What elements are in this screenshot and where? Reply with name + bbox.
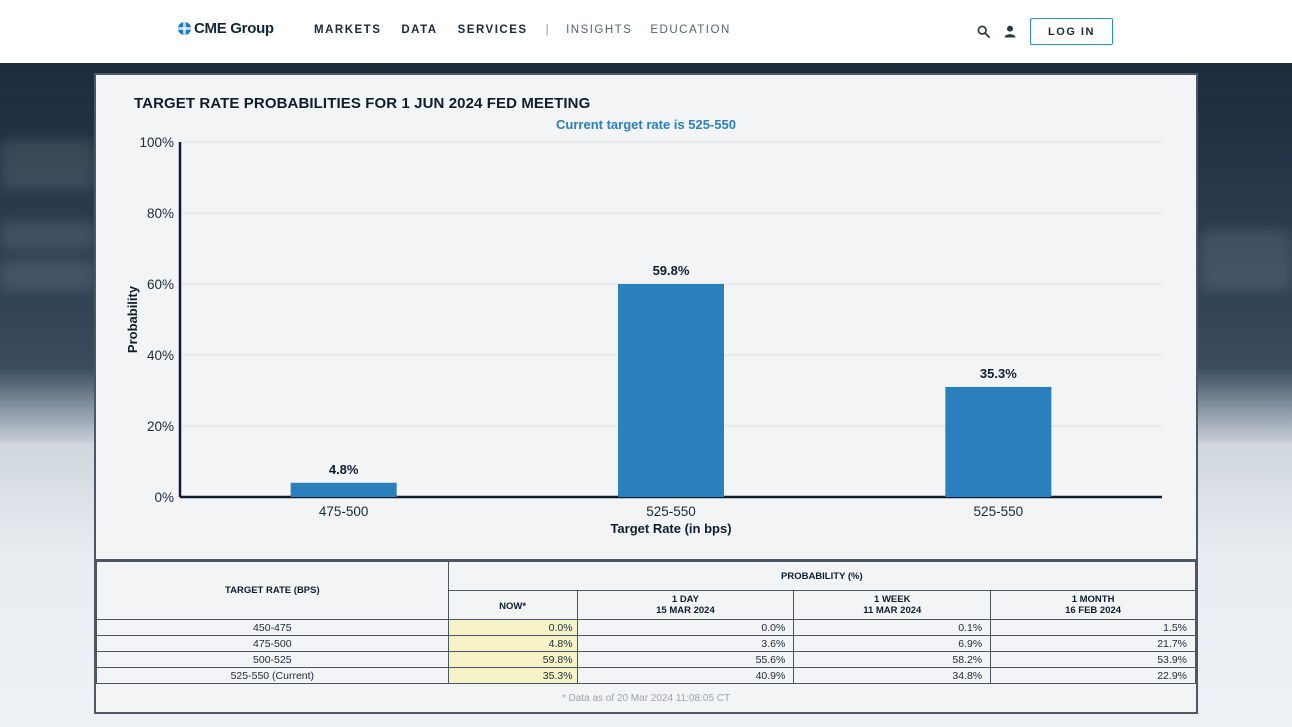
- y-tick-label: 0%: [154, 490, 174, 505]
- user-icon[interactable]: [1004, 25, 1016, 38]
- login-button[interactable]: LOG IN: [1030, 18, 1113, 45]
- day-cell: 40.9%: [576, 667, 795, 684]
- background-blur-shape: [0, 140, 95, 190]
- globe-icon: [178, 22, 191, 35]
- day-cell: 0.0%: [576, 619, 795, 636]
- background-blur-shape: [0, 260, 95, 290]
- rate-cell: 500-525: [96, 651, 449, 668]
- x-tick-label: 525-550: [646, 504, 696, 519]
- month-cell: 21.7%: [990, 635, 1196, 652]
- table-row: 450-475 0.0% 0.0% 0.1% 1.5%: [96, 619, 1196, 636]
- x-tick-label: 525-550: [974, 504, 1024, 519]
- table-row: 475-500 4.8% 3.6% 6.9% 21.7%: [96, 635, 1196, 652]
- bar-data-label: 4.8%: [329, 462, 359, 477]
- rate-cell: 450-475: [96, 619, 449, 636]
- x-tick-label: 475-500: [319, 504, 369, 519]
- column-header-1day: 1 DAY 15 MAR 2024: [576, 590, 795, 620]
- search-icon[interactable]: [977, 25, 990, 38]
- bar: [290, 482, 397, 497]
- chart-subtitle: Current target rate is 525-550: [556, 117, 736, 132]
- y-tick-label: 20%: [147, 419, 174, 434]
- y-tick-label: 60%: [147, 277, 174, 292]
- data-timestamp-footnote: * Data as of 20 Mar 2024 11:08:05 CT: [561, 693, 731, 704]
- week-cell: 34.8%: [793, 667, 992, 684]
- nav-education[interactable]: EDUCATION: [650, 24, 731, 36]
- column-header-1month: 1 MONTH 16 FEB 2024: [990, 590, 1196, 620]
- week-cell: 58.2%: [793, 651, 992, 668]
- rate-cell: 525-550 (Current): [96, 667, 449, 684]
- bar-chart: 0% 20% 40% 60% 80% 100% 4.8% 475-500 59.8% 525-55…: [125, 135, 1162, 536]
- now-cell: 35.3%: [447, 667, 578, 684]
- day-cell: 3.6%: [576, 635, 795, 652]
- column-header-now: NOW*: [447, 590, 578, 620]
- now-cell: 4.8%: [447, 635, 578, 652]
- chart-title: TARGET RATE PROBABILITIES FOR 1 JUN 2024…: [134, 95, 591, 112]
- chart-area: TARGET RATE PROBABILITIES FOR 1 JUN 2024…: [96, 75, 1196, 559]
- y-tick-label: 80%: [147, 206, 174, 221]
- probability-table-section: TARGET RATE (BPS) PROBABILITY (%) NOW* 1…: [96, 559, 1197, 712]
- bar-data-label: 35.3%: [980, 366, 1017, 381]
- rate-cell: 475-500: [96, 635, 449, 652]
- x-axis-label: Target Rate (in bps): [610, 521, 731, 536]
- probability-table: TARGET RATE (BPS) PROBABILITY (%) NOW* 1…: [96, 561, 1197, 684]
- bar: [618, 284, 724, 497]
- table-row: 525-550 (Current) 35.3% 40.9% 34.8% 22.9…: [96, 667, 1196, 684]
- month-cell: 1.5%: [990, 619, 1196, 636]
- nav-insights[interactable]: INSIGHTS: [566, 24, 633, 36]
- week-cell: 6.9%: [793, 635, 992, 652]
- month-cell: 53.9%: [990, 651, 1196, 668]
- month-cell: 22.9%: [990, 667, 1196, 684]
- probability-header: PROBABILITY (%): [447, 561, 1197, 591]
- background-blur-shape: [1200, 230, 1292, 290]
- y-tick-label: 40%: [147, 348, 174, 363]
- nav-markets[interactable]: MARKETS: [314, 24, 382, 36]
- bar-data-label: 59.8%: [653, 263, 690, 278]
- now-cell: 0.0%: [447, 619, 578, 636]
- nav-separator: |: [545, 24, 551, 36]
- target-rate-header: TARGET RATE (BPS): [96, 561, 449, 620]
- day-cell: 55.6%: [576, 651, 795, 668]
- bar: [945, 386, 1052, 497]
- background-blur-shape: [0, 220, 95, 250]
- y-tick-label: 100%: [139, 135, 174, 150]
- logo-text: CME Group: [194, 20, 274, 37]
- week-cell: 0.1%: [793, 619, 992, 636]
- nav-services[interactable]: SERVICES: [457, 24, 528, 36]
- fedwatch-panel: TARGET RATE PROBABILITIES FOR 1 JUN 2024…: [94, 73, 1198, 714]
- site-header: CME Group MARKETS DATA SERVICES | INSIGH…: [0, 0, 1292, 63]
- y-axis-label: Probability: [125, 285, 140, 353]
- column-header-1week: 1 WEEK 11 MAR 2024: [793, 590, 992, 620]
- cme-logo[interactable]: CME Group: [178, 20, 274, 37]
- now-cell: 59.8%: [447, 651, 578, 668]
- table-row: 500-525 59.8% 55.6% 58.2% 53.9%: [96, 651, 1196, 668]
- main-nav: MARKETS DATA SERVICES | INSIGHTS EDUCATI…: [314, 24, 731, 36]
- nav-data[interactable]: DATA: [401, 24, 438, 36]
